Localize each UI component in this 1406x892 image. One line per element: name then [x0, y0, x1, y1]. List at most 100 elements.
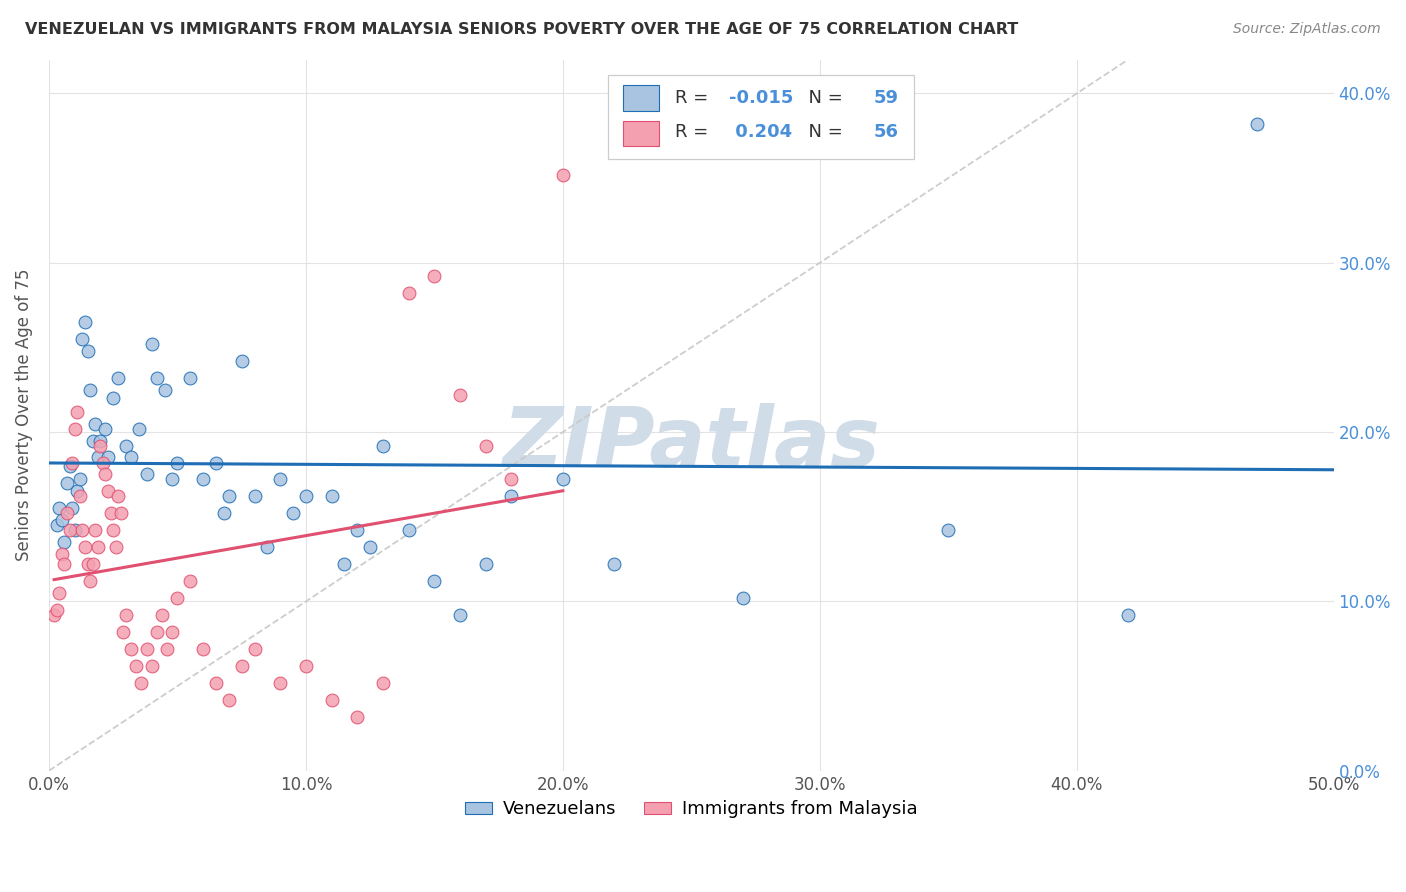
Point [51, 513, 73, 527]
Point [72, 332, 94, 346]
Point [56, 506, 79, 520]
Point [398, 523, 420, 537]
Point [82, 557, 104, 571]
Text: -0.015: -0.015 [728, 89, 793, 107]
Point [107, 371, 129, 385]
Point [82, 434, 104, 448]
Point [166, 456, 188, 470]
Point [94, 422, 117, 436]
Point [53, 535, 76, 549]
Point [58, 523, 80, 537]
Point [58, 458, 80, 473]
Point [69, 473, 91, 487]
Point [73, 540, 96, 554]
Y-axis label: Seniors Poverty Over the Age of 75: Seniors Poverty Over the Age of 75 [15, 268, 32, 561]
Point [281, 506, 304, 520]
Point [146, 624, 169, 639]
Point [205, 456, 228, 470]
Point [87, 540, 110, 554]
Point [346, 523, 368, 537]
Point [501, 473, 523, 487]
Point [91, 456, 114, 470]
Point [141, 658, 163, 673]
Point [150, 607, 173, 622]
Point [398, 286, 420, 301]
Point [73, 315, 96, 329]
Point [141, 337, 163, 351]
Point [87, 450, 110, 465]
Point [321, 692, 343, 706]
Point [53, 557, 76, 571]
Point [1116, 607, 1139, 622]
Point [97, 450, 120, 465]
Point [72, 523, 94, 537]
Point [66, 405, 89, 419]
Point [333, 557, 356, 571]
Text: R =: R = [675, 123, 714, 141]
Point [474, 557, 496, 571]
FancyBboxPatch shape [607, 75, 914, 159]
FancyBboxPatch shape [623, 120, 659, 146]
Point [423, 269, 446, 284]
Point [60, 501, 83, 516]
Point [212, 506, 235, 520]
Point [115, 607, 138, 622]
Point [551, 168, 574, 182]
Point [1246, 117, 1268, 131]
Point [103, 391, 125, 405]
Point [45, 518, 67, 533]
Point [231, 354, 253, 368]
Point [63, 422, 86, 436]
Point [45, 603, 67, 617]
Point [256, 540, 278, 554]
Point [359, 540, 381, 554]
Point [474, 439, 496, 453]
Point [179, 574, 201, 588]
Point [97, 484, 120, 499]
Point [94, 467, 117, 482]
Point [120, 450, 142, 465]
Point [295, 658, 318, 673]
Point [66, 484, 89, 499]
Point [218, 490, 240, 504]
Point [42, 607, 65, 622]
Text: N =: N = [797, 123, 848, 141]
Point [125, 658, 148, 673]
Point [243, 490, 266, 504]
Point [179, 371, 201, 385]
Point [191, 473, 214, 487]
Point [112, 624, 135, 639]
Point [51, 547, 73, 561]
Text: N =: N = [797, 89, 848, 107]
Point [56, 475, 79, 490]
Point [76, 343, 98, 358]
Point [269, 473, 291, 487]
Point [89, 439, 111, 453]
Point [295, 490, 318, 504]
Text: 0.204: 0.204 [728, 123, 792, 141]
Text: ZIPatlas: ZIPatlas [502, 403, 880, 484]
Point [120, 641, 142, 656]
Point [131, 675, 153, 690]
Point [205, 675, 228, 690]
Point [135, 641, 157, 656]
Point [79, 383, 101, 397]
Point [60, 456, 83, 470]
Point [551, 473, 574, 487]
Text: VENEZUELAN VS IMMIGRANTS FROM MALAYSIA SENIORS POVERTY OVER THE AGE OF 75 CORREL: VENEZUELAN VS IMMIGRANTS FROM MALAYSIA S… [25, 22, 1018, 37]
Point [107, 490, 129, 504]
Point [110, 506, 132, 520]
Point [153, 383, 176, 397]
Point [104, 540, 127, 554]
Point [191, 641, 214, 656]
Point [321, 490, 343, 504]
Point [128, 422, 150, 436]
Point [100, 506, 122, 520]
Point [48, 501, 70, 516]
Point [731, 591, 754, 605]
Point [135, 467, 157, 482]
Point [146, 371, 169, 385]
Point [269, 675, 291, 690]
Point [449, 388, 471, 402]
Point [603, 557, 626, 571]
